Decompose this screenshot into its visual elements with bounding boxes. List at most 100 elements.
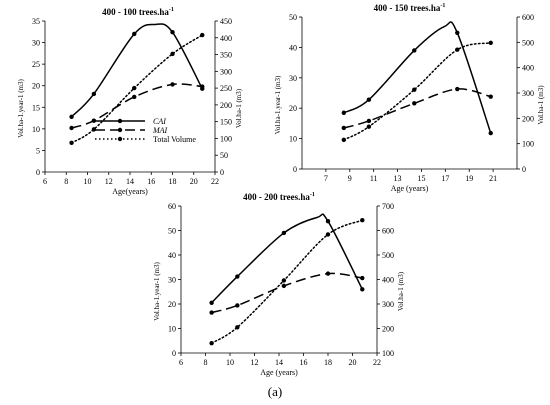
- series-line-cai: [71, 23, 203, 118]
- series-line-total-volume: [210, 219, 364, 344]
- y-left-tick-label: 60: [168, 202, 176, 211]
- y-right-tick-label: 300: [220, 67, 232, 76]
- y-right-tick-label: 0: [220, 168, 224, 177]
- x-tick-label: 18: [324, 358, 332, 367]
- series-line-mai: [343, 88, 491, 129]
- chart-panel-3: 6 8 10 12 14 16 18 20 22 0 10 20 30 40 50 60 100 200 300 40…: [153, 192, 405, 377]
- data-point-mai: [281, 283, 287, 289]
- x-tick-label: 11: [370, 174, 378, 183]
- data-point-total-volume: [69, 140, 74, 146]
- data-point-cai: [69, 114, 74, 119]
- y-right-tick-label: 400: [522, 64, 534, 73]
- y-right-tick-label: 350: [220, 51, 232, 60]
- y-left-axis-label: Vol.ha-1.year-1 (m3): [17, 79, 25, 138]
- y-right-axis-label: Vol.ha-1 (m3): [397, 271, 405, 311]
- data-point-total-volume: [91, 127, 97, 132]
- data-point-total-volume: [366, 124, 372, 129]
- data-point-cai: [235, 274, 240, 279]
- y-right-tick-label: 200: [382, 325, 394, 334]
- data-point-mai: [69, 125, 74, 131]
- x-tick-label: 16: [147, 177, 155, 186]
- x-tick-label: 22: [373, 358, 381, 367]
- data-point-mai: [170, 82, 175, 87]
- x-tick-label: 14: [275, 358, 283, 367]
- data-point-cai: [366, 97, 372, 102]
- series-line-total-volume: [343, 42, 492, 141]
- y-right-tick-label: 500: [382, 251, 394, 260]
- y-right-tick-label: 100: [382, 349, 394, 358]
- x-tick-label: 6: [43, 177, 47, 186]
- data-point-total-volume: [132, 85, 137, 91]
- data-point-cai: [488, 130, 493, 136]
- x-tick-label: 17: [441, 174, 449, 183]
- y-right-tick-label: 700: [382, 202, 394, 211]
- x-tick-label: 19: [465, 174, 473, 183]
- figure-caption: (a): [267, 384, 283, 399]
- series-line-cai: [211, 213, 363, 304]
- y-left-tick-label: 35: [32, 17, 40, 26]
- y-right-tick-label: 100: [522, 140, 534, 149]
- y-right-tick-label: 300: [382, 300, 394, 309]
- x-tick-label: 6: [179, 358, 183, 367]
- data-point-total-volume: [488, 40, 493, 46]
- chart-panel-1: 6 8 10 12 14 16 18 20 22051015202530350501001502…: [17, 7, 243, 196]
- data-point-total-volume: [412, 87, 417, 92]
- x-tick-label: 10: [226, 358, 234, 367]
- legend-label: CAI: [153, 117, 166, 126]
- x-tick-label: 10: [84, 177, 92, 186]
- x-axis-label: Age (years): [260, 368, 298, 377]
- data-point-cai: [412, 48, 417, 53]
- y-right-tick-label: 500: [522, 38, 534, 47]
- x-axis-label: Age(years): [112, 187, 148, 196]
- y-right-tick-label: 300: [522, 89, 534, 98]
- y-left-axis-label: Vol.ha-1.year-1 (m3): [153, 262, 161, 321]
- x-tick-label: 8: [64, 177, 68, 186]
- y-right-tick-label: 150: [220, 118, 232, 127]
- y-right-tick-label: 200: [522, 114, 534, 123]
- y-left-axis-label: Vol.ha-1.year-1 (m3): [274, 75, 282, 134]
- y-right-tick-label: 600: [382, 227, 394, 236]
- y-left-tick-label: 40: [168, 251, 176, 260]
- data-point-cai: [281, 230, 287, 236]
- y-left-tick-label: 5: [36, 146, 40, 155]
- data-point-total-volume: [200, 32, 205, 38]
- y-left-tick-label: 25: [32, 60, 40, 69]
- x-tick-label: 14: [126, 177, 134, 186]
- legend-marker: [117, 136, 123, 142]
- data-point-cai: [360, 287, 365, 292]
- data-point-mai: [200, 84, 205, 89]
- y-right-tick-label: 50: [220, 151, 228, 160]
- series-line-mai: [71, 83, 203, 129]
- x-tick-label: 21: [489, 174, 497, 183]
- x-tick-label: 8: [204, 358, 208, 367]
- y-left-tick-label: 20: [289, 104, 297, 113]
- data-point-cai: [455, 30, 460, 36]
- y-left-tick-label: 30: [168, 276, 176, 285]
- x-tick-label: 13: [394, 174, 402, 183]
- legend-label: MAI: [152, 126, 168, 135]
- panel-title: 400 - 200 trees.ha-1: [243, 192, 315, 202]
- y-right-tick-label: 200: [220, 101, 232, 110]
- y-left-tick-label: 10: [168, 325, 176, 334]
- data-point-mai: [341, 125, 347, 131]
- y-right-tick-label: 450: [220, 17, 232, 26]
- y-right-tick-label: 600: [522, 13, 534, 22]
- x-tick-label: 18: [169, 177, 177, 186]
- data-point-mai: [132, 94, 137, 100]
- data-point-total-volume: [455, 47, 460, 52]
- data-point-total-volume: [341, 137, 347, 143]
- data-point-cai: [209, 300, 214, 305]
- y-right-tick-label: 100: [220, 134, 232, 143]
- y-left-tick-label: 30: [289, 74, 297, 83]
- y-left-tick-label: 0: [172, 349, 176, 358]
- x-tick-label: 12: [251, 358, 259, 367]
- y-left-tick-label: 10: [289, 135, 297, 144]
- y-right-axis-label: Vol.ha-1 (m3): [235, 88, 243, 128]
- legend-label: Total Volume: [153, 135, 196, 144]
- x-tick-label: 20: [190, 177, 198, 186]
- data-point-mai: [325, 271, 331, 276]
- x-tick-label: 12: [105, 177, 113, 186]
- data-point-mai: [412, 101, 417, 106]
- data-point-cai: [132, 31, 137, 37]
